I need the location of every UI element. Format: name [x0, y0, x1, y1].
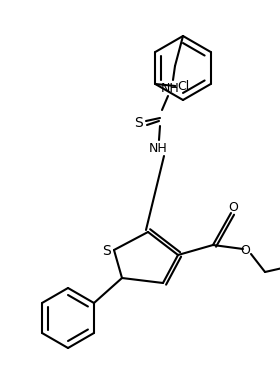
Text: NH: NH [161, 82, 179, 94]
Text: S: S [134, 116, 142, 130]
Text: S: S [102, 244, 110, 258]
Text: O: O [240, 243, 250, 256]
Text: Cl: Cl [177, 80, 190, 93]
Text: NH: NH [149, 141, 167, 155]
Text: O: O [228, 200, 238, 213]
